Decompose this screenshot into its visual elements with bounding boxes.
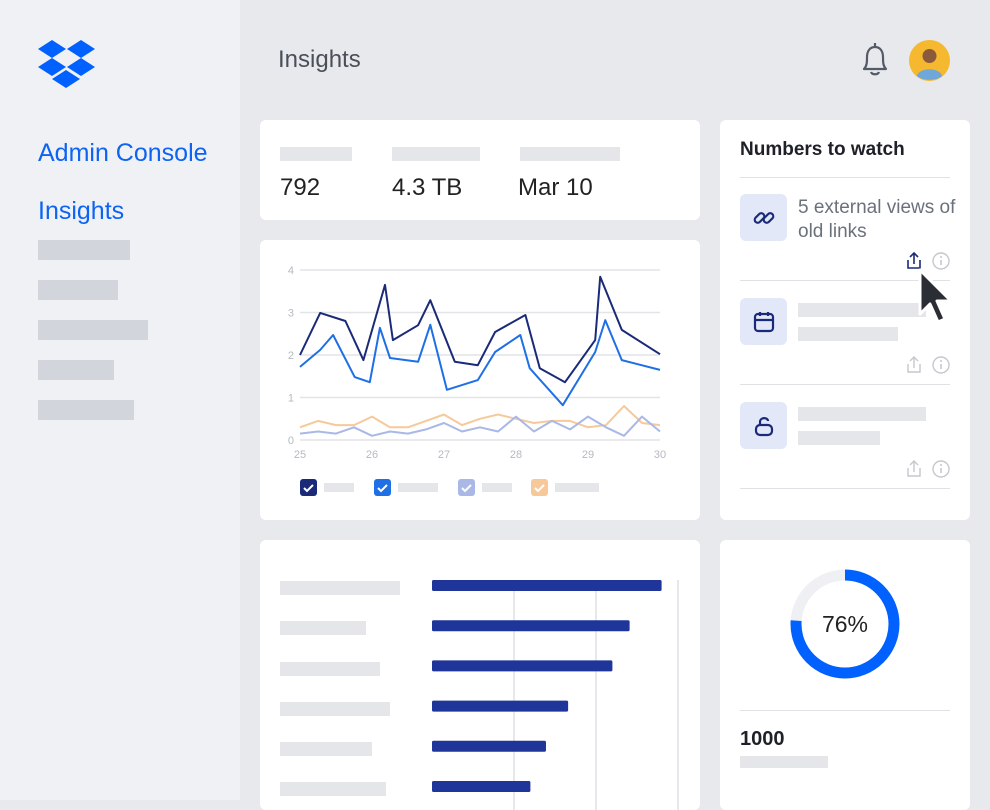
link-icon bbox=[753, 212, 775, 224]
nav-item[interactable] bbox=[38, 400, 134, 420]
stat-value: 4.3 TB bbox=[392, 174, 463, 201]
divider bbox=[740, 280, 950, 281]
x-tick-label: 27 bbox=[438, 449, 450, 461]
bell-icon[interactable] bbox=[858, 42, 892, 78]
legend-swatch bbox=[531, 479, 548, 496]
x-tick-label: 25 bbox=[294, 449, 306, 461]
legend-check bbox=[377, 484, 388, 493]
placeholder bbox=[280, 742, 372, 756]
placeholder bbox=[280, 147, 352, 161]
legend-swatch bbox=[458, 479, 475, 496]
avatar[interactable] bbox=[909, 40, 950, 81]
legend-placeholder bbox=[555, 483, 599, 492]
placeholder bbox=[798, 303, 926, 317]
nav-item[interactable] bbox=[38, 360, 114, 380]
divider bbox=[740, 488, 950, 489]
y-tick-label: 4 bbox=[288, 265, 294, 277]
donut-label: 76% bbox=[822, 611, 868, 637]
placeholder bbox=[280, 662, 380, 676]
header-title: Insights bbox=[278, 46, 361, 73]
bar bbox=[432, 700, 569, 712]
stat-value: 792 bbox=[280, 174, 321, 201]
legend-placeholder bbox=[398, 483, 438, 492]
y-tick-label: 0 bbox=[288, 435, 294, 447]
stats-card: 792 4.3 TB Mar 10 bbox=[260, 120, 700, 220]
bar bbox=[432, 781, 531, 792]
line-card: 0 1 2 3 4 25 26 27 28 29 30 bbox=[260, 240, 700, 520]
placeholder bbox=[280, 782, 386, 796]
y-tick-label: 2 bbox=[288, 350, 294, 362]
placeholder bbox=[798, 327, 898, 341]
series-line bbox=[299, 405, 661, 429]
calendar-icon bbox=[753, 312, 775, 333]
stat-value: Mar 10 bbox=[518, 174, 593, 201]
series-line bbox=[299, 275, 661, 384]
placeholder bbox=[280, 702, 390, 716]
x-tick-label: 29 bbox=[582, 449, 594, 461]
placeholder bbox=[740, 756, 828, 768]
nav-item[interactable] bbox=[38, 320, 148, 340]
nav-item[interactable] bbox=[38, 280, 118, 300]
nav-title[interactable]: Admin Console bbox=[38, 139, 208, 167]
x-tick-label: 30 bbox=[654, 449, 666, 461]
item-actions[interactable] bbox=[904, 250, 954, 272]
series-line bbox=[299, 319, 661, 407]
nav-item[interactable] bbox=[38, 240, 130, 260]
placeholder bbox=[392, 147, 480, 161]
bar-card bbox=[260, 540, 700, 810]
divider bbox=[740, 177, 950, 178]
cursor bbox=[918, 268, 953, 324]
bar bbox=[432, 740, 546, 752]
bar bbox=[432, 620, 630, 632]
item-actions[interactable] bbox=[904, 354, 954, 376]
legend-placeholder bbox=[482, 483, 512, 492]
placeholder bbox=[280, 581, 400, 595]
legend-placeholder bbox=[324, 483, 354, 492]
series-line bbox=[299, 415, 661, 437]
legend-swatch bbox=[300, 479, 317, 496]
divider bbox=[740, 384, 950, 385]
donut-arc bbox=[790, 569, 900, 679]
legend-check bbox=[534, 484, 545, 493]
legend-check bbox=[303, 484, 314, 493]
placeholder bbox=[520, 147, 620, 161]
item-actions[interactable] bbox=[904, 458, 954, 480]
card-title: Numbers to watch bbox=[740, 139, 905, 160]
legend-check bbox=[461, 484, 472, 493]
line-chart: 0 1 2 3 4 25 26 27 28 29 30 bbox=[288, 265, 666, 496]
bar bbox=[432, 660, 613, 672]
placeholder bbox=[280, 621, 366, 635]
sidebar: Admin Console Insights bbox=[0, 0, 240, 800]
legend-swatch bbox=[374, 479, 391, 496]
bar bbox=[432, 580, 662, 591]
lock-icon bbox=[754, 417, 774, 437]
x-tick-label: 28 bbox=[510, 449, 522, 461]
placeholder bbox=[798, 407, 926, 421]
y-tick-label: 1 bbox=[288, 393, 294, 405]
summary-value: 1000 bbox=[740, 728, 785, 750]
watch-text: 5 external views of old links bbox=[798, 197, 956, 242]
donut-card: 76% 1000 bbox=[720, 540, 970, 810]
y-tick-label: 3 bbox=[288, 308, 294, 320]
bar-chart bbox=[432, 580, 679, 810]
donut-chart: 76% bbox=[790, 569, 900, 679]
divider bbox=[740, 710, 950, 711]
placeholder bbox=[798, 431, 880, 445]
icon-box bbox=[740, 298, 787, 345]
numbers-card: Numbers to watch 5 external views of old… bbox=[720, 120, 970, 520]
nav-active[interactable]: Insights bbox=[38, 197, 125, 225]
x-tick-label: 26 bbox=[366, 449, 378, 461]
logo bbox=[38, 40, 95, 88]
